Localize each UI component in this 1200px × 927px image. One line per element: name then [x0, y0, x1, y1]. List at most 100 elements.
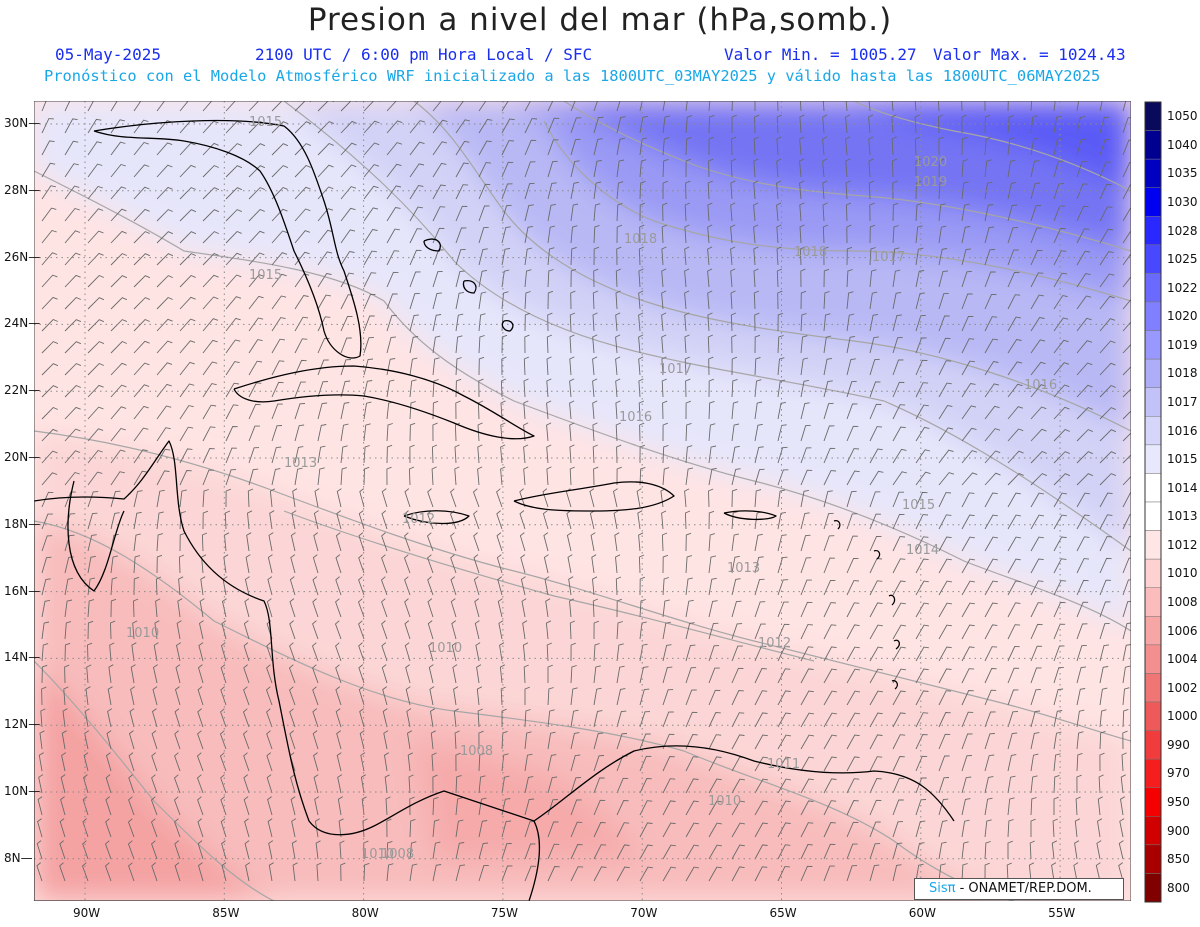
lat-label: 8N— — [4, 850, 33, 865]
wind-barb — [1007, 775, 1016, 794]
wind-barb — [133, 275, 151, 288]
wind-barb — [1073, 862, 1079, 882]
wind-barb — [409, 249, 422, 266]
wind-barb — [294, 446, 304, 464]
wind-barb — [592, 576, 598, 596]
wind-barb — [314, 796, 320, 816]
pressure-legend — [1144, 101, 1162, 903]
wind-barb — [1030, 115, 1038, 134]
wind-barb — [1053, 384, 1070, 398]
wind-barb — [984, 101, 986, 112]
wind-barb — [961, 472, 978, 486]
wind-barb — [381, 532, 388, 552]
wind-barb — [777, 379, 786, 398]
wind-barb — [547, 101, 554, 112]
wind-barb — [1099, 473, 1116, 486]
wind-barb — [823, 380, 833, 398]
wind-barb — [1076, 250, 1091, 266]
wind-barb — [614, 532, 620, 552]
wind-barb — [522, 642, 529, 662]
wind-barb — [179, 296, 196, 310]
wind-barb — [40, 708, 46, 728]
wind-barb — [64, 471, 80, 486]
wind-barb — [708, 622, 719, 640]
wind-barb — [731, 401, 739, 420]
wind-barb — [197, 796, 204, 816]
wind-barb — [754, 690, 768, 706]
wind-barb — [64, 185, 80, 200]
wind-barb — [731, 844, 745, 860]
wind-barb — [174, 840, 181, 860]
wind-barb — [478, 162, 492, 178]
wind-barb — [823, 425, 835, 442]
wind-barb — [524, 182, 535, 200]
wind-barb — [592, 356, 598, 376]
wind-barb — [938, 270, 949, 288]
wind-barb — [87, 406, 104, 420]
wind-barb — [202, 274, 219, 288]
wind-barb — [662, 444, 669, 464]
wind-barb — [707, 334, 713, 354]
wind-barb — [202, 469, 214, 486]
wind-barb — [984, 776, 994, 794]
wind-barb — [156, 164, 173, 178]
wind-barb — [36, 840, 43, 860]
wind-barb — [340, 250, 355, 266]
wind-barb — [822, 202, 828, 222]
wind-barb — [1053, 250, 1067, 266]
wind-barb — [362, 818, 368, 838]
wind-barb — [961, 181, 969, 200]
wind-barb — [1007, 840, 1013, 859]
wind-barb — [127, 818, 135, 838]
wind-barb — [731, 800, 745, 816]
wind-barb — [1030, 797, 1037, 816]
wind-barb — [340, 862, 346, 882]
wind-barb — [961, 492, 975, 508]
wind-barb — [823, 734, 837, 750]
wind-barb — [823, 535, 835, 552]
wind-barb — [1030, 710, 1041, 728]
wind-barb — [478, 335, 485, 354]
wind-barb — [431, 444, 438, 464]
wind-barb — [340, 423, 349, 442]
wind-barb — [404, 532, 411, 552]
wind-barb — [87, 319, 105, 332]
wind-barb — [662, 689, 674, 706]
wind-barb — [242, 730, 250, 750]
wind-barb — [661, 532, 668, 552]
wind-barb — [846, 246, 853, 266]
wind-barb — [1122, 579, 1131, 596]
wind-barb — [638, 290, 644, 310]
wind-barb — [846, 800, 859, 816]
wind-barb — [1099, 687, 1108, 706]
wind-barb — [754, 556, 764, 574]
wind-barb — [938, 580, 952, 596]
wind-barb — [565, 488, 572, 508]
wind-barb — [179, 511, 186, 530]
wind-barb — [524, 269, 532, 288]
wind-barb — [242, 708, 250, 728]
wind-barb — [869, 690, 883, 706]
wind-barb — [1076, 774, 1082, 794]
wind-barb — [519, 488, 526, 508]
wind-barb — [360, 752, 366, 772]
wind-barb — [1053, 645, 1065, 662]
wind-barb — [41, 229, 57, 244]
wind-barb — [156, 296, 173, 310]
wind-barb — [179, 405, 194, 420]
wind-barb — [1122, 321, 1131, 332]
wind-barb — [938, 863, 946, 882]
wind-barb — [340, 445, 348, 464]
wind-barb — [271, 230, 288, 244]
wind-barb — [1030, 272, 1044, 288]
wind-barb — [39, 730, 45, 750]
wind-barb — [271, 186, 288, 200]
wind-barb — [84, 708, 90, 728]
wind-barb — [478, 820, 488, 838]
wind-barb — [685, 689, 697, 706]
wind-barb — [1030, 667, 1042, 684]
wind-barb — [1053, 115, 1062, 134]
wind-barb — [869, 224, 876, 244]
wind-barb — [87, 449, 103, 464]
contour-label: 1010 — [429, 641, 462, 656]
